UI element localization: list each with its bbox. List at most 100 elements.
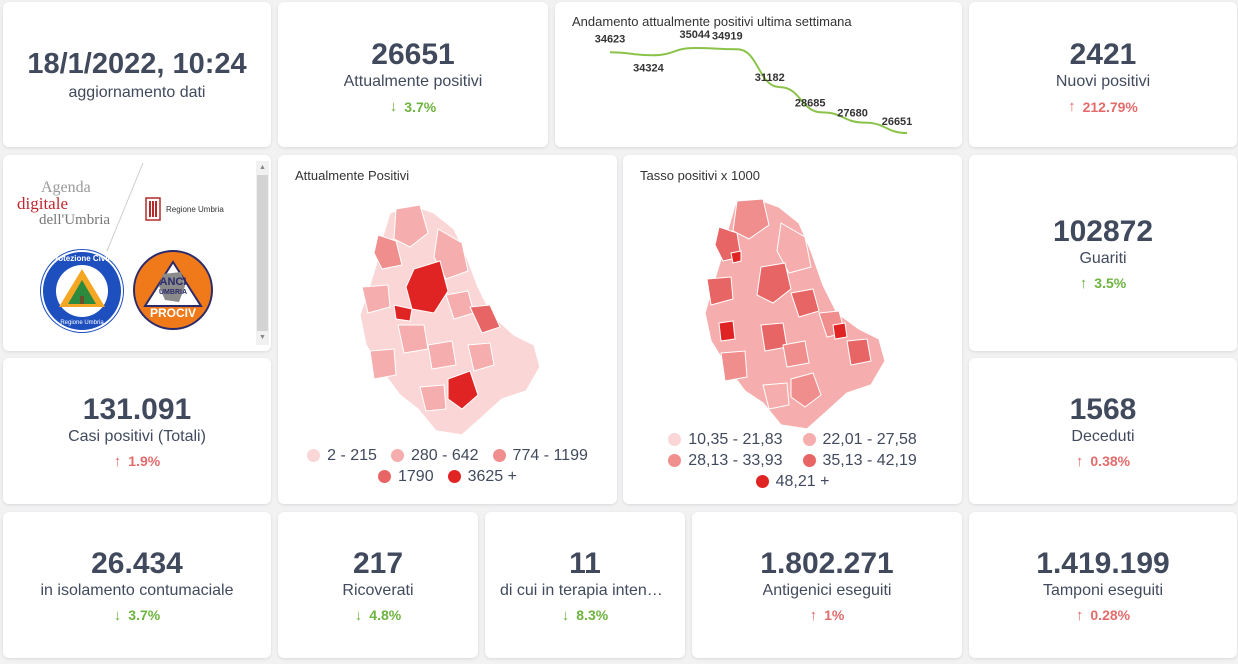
arrow-up-icon: ↑ [1075, 452, 1084, 470]
map-positivi-card: Attualmente Positivi 2 - 215 280 - 642 7… [278, 155, 617, 504]
guariti-value: 102872 [1052, 214, 1154, 248]
arrow-up-icon: ↑ [1068, 98, 1076, 115]
region-orvieto [369, 348, 397, 380]
data-label: 34623 [595, 33, 626, 45]
attualmente-positivi-value: 26651 [371, 38, 455, 71]
region-spoleto [846, 338, 872, 366]
map-tasso-title: Tasso positivi x 1000 [640, 168, 760, 183]
antigenici-card: 1.802.271 Antigenici eseguiti ↑ 1% [692, 512, 962, 658]
change-value: 4.8% [369, 607, 402, 623]
guariti-card: 102872 Guariti ↑ 3.5% [969, 155, 1237, 351]
legend-item: 48,21 + [755, 471, 829, 492]
region-trasimeno [361, 284, 391, 314]
attualmente-positivi-card: 26651 Attualmente positivi ↓ 3.7% [278, 2, 548, 147]
update-card: 18/1/2022, 10:24 aggiornamento dati [3, 2, 271, 147]
region-spoleto [467, 342, 495, 372]
deceduti-card: 1568 Deceduti ↑ 0.38% [969, 358, 1237, 504]
umbria-map-positivi[interactable] [278, 195, 617, 445]
change-value: 1% [824, 607, 845, 623]
data-label: 35044 [680, 29, 711, 41]
attualmente-positivi-change: ↓ 3.7% [390, 98, 436, 115]
isolamento-value: 26.434 [91, 546, 183, 580]
ricoverati-card: 217 Ricoverati ↓ 4.8% [278, 512, 478, 658]
scrollbar-thumb[interactable] [257, 175, 268, 331]
legend-item: 1790 [378, 466, 434, 487]
scroll-down-icon[interactable]: ▼ [259, 334, 266, 341]
ricoverati-label: Ricoverati [342, 581, 414, 599]
legend-item: 3625 + [447, 466, 517, 487]
protezione-civile-logo: Protezione Civile Regione Umbria [41, 250, 123, 332]
arrow-down-icon: ↓ [561, 606, 570, 624]
legend-item: 10,35 - 21,83 [668, 429, 783, 450]
nuovi-positivi-value: 2421 [1069, 38, 1137, 71]
change-value: 0.38% [1090, 453, 1131, 469]
antigenici-change: ↑ 1% [810, 607, 845, 624]
arrow-up-icon: ↑ [809, 606, 818, 624]
change-value: 0.28% [1090, 607, 1131, 623]
map-positivi-legend: 2 - 215 280 - 642 774 - 1199 1790 3625 + [278, 445, 617, 487]
region-gubbio [433, 228, 469, 280]
data-label: 27680 [837, 108, 868, 120]
update-label: aggiornamento dati [68, 83, 206, 101]
region-marsciano [397, 324, 429, 354]
umbria-map-tasso[interactable] [623, 195, 962, 445]
arrow-up-icon: ↑ [1079, 274, 1088, 292]
tamponi-value: 1.419.199 [1036, 546, 1170, 580]
change-value: 3.7% [404, 98, 437, 115]
trend-chart-card: Andamento attualmente positivi ultima se… [555, 2, 962, 147]
logos-scrollbar[interactable]: ▲ ▼ [256, 161, 269, 345]
region-perugia [405, 260, 449, 314]
data-label: 34324 [633, 62, 664, 74]
tamponi-change: ↑ 0.28% [1076, 607, 1130, 624]
legend-item: 22,01 - 27,58 [802, 429, 917, 450]
tamponi-card: 1.419.199 Tamponi eseguiti ↑ 0.28% [969, 512, 1237, 658]
region-terni [447, 370, 479, 410]
attualmente-positivi-label: Attualmente positivi [343, 73, 483, 90]
region-gubbio [776, 222, 812, 274]
map-positivi-title: Attualmente Positivi [295, 168, 410, 183]
logo-divider [106, 163, 144, 252]
deceduti-change: ↑ 0.38% [1076, 453, 1130, 470]
agenda-digitale-logo: Agenda digitale dell'Umbria [17, 179, 111, 229]
region-castiglione [718, 320, 736, 342]
ricoverati-change: ↓ 4.8% [355, 607, 401, 624]
isolamento-change: ↓ 3.7% [114, 607, 160, 624]
change-value: 3.7% [128, 607, 161, 623]
data-label: 31182 [755, 72, 785, 84]
change-value: 1.9% [128, 453, 161, 469]
region-narni [419, 384, 447, 412]
map-tasso-card: Tasso positivi x 1000 10,35 - 21,83 22,0… [623, 155, 962, 504]
region-corciano [393, 304, 413, 322]
anci-prociv-logo: ANCI UMBRIA PROCIV [133, 250, 213, 330]
regione-umbria-logo: Regione Umbria [145, 197, 224, 221]
legend-item: 28,13 - 33,93 [668, 450, 783, 471]
data-label: 34919 [712, 30, 743, 42]
arrow-up-icon: ↑ [113, 452, 122, 470]
data-label: 28685 [795, 97, 826, 109]
casi-totali-value: 131.091 [82, 392, 192, 426]
region-foligno [469, 304, 501, 334]
nuovi-positivi-change: ↑ 212.79% [1068, 98, 1138, 115]
region-terni [790, 372, 822, 408]
terapia-label: di cui in terapia intensiva [500, 581, 670, 599]
map-tasso-legend: 10,35 - 21,83 22,01 - 27,58 28,13 - 33,9… [623, 429, 962, 492]
isolamento-card: 26.434 in isolamento contumaciale ↓ 3.7% [3, 512, 271, 658]
change-value: 3.5% [1094, 275, 1127, 291]
terapia-value: 11 [569, 546, 601, 580]
guariti-change: ↑ 3.5% [1080, 275, 1126, 292]
logos-card: Agenda digitale dell'Umbria Regione Umbr… [3, 155, 271, 351]
region-north [393, 204, 429, 248]
isolamento-label: in isolamento contumaciale [40, 581, 234, 599]
legend-item: 2 - 215 [307, 445, 377, 466]
region-perugia [756, 262, 792, 304]
trend-line [609, 46, 908, 134]
region-narni [762, 382, 790, 410]
scroll-up-icon[interactable]: ▲ [259, 164, 266, 171]
nuovi-positivi-card: 2421 Nuovi positivi ↑ 212.79% [969, 2, 1237, 147]
terapia-card: 11 di cui in terapia intensiva ↓ 8.3% [485, 512, 685, 658]
casi-totali-change: ↑ 1.9% [114, 453, 160, 470]
deceduti-label: Deceduti [1071, 427, 1135, 445]
region-assisi [790, 288, 820, 318]
change-value: 212.79% [1082, 98, 1138, 115]
region-trasimeno [706, 276, 734, 306]
